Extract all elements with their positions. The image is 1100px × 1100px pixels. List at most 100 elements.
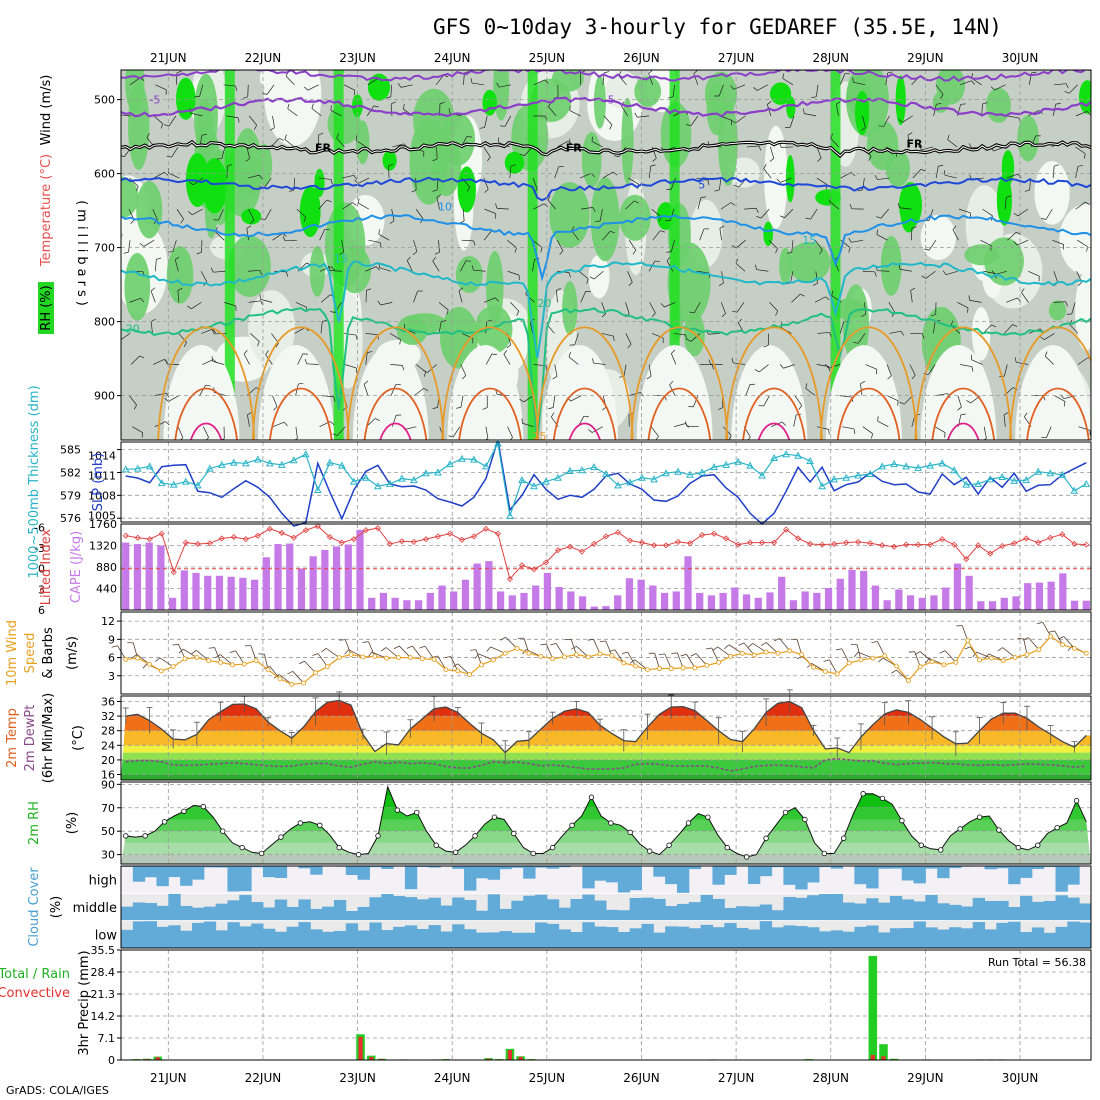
lifted-index-point bbox=[350, 536, 357, 543]
wind-barb-flag bbox=[589, 276, 595, 280]
lifted-index-point bbox=[206, 540, 213, 547]
wind-barb-flag bbox=[344, 649, 349, 655]
lifted-index-point bbox=[903, 541, 910, 548]
cloud-low-cell bbox=[464, 929, 477, 948]
wind-barb-flag bbox=[142, 663, 148, 669]
cloud-low-cell bbox=[913, 921, 926, 948]
wind-barb-flag bbox=[613, 155, 619, 158]
thickness-point bbox=[217, 460, 226, 468]
wind-barb bbox=[547, 199, 556, 210]
wind-speed-point bbox=[135, 655, 141, 661]
wind-barb-flag bbox=[156, 257, 162, 260]
wind-barb bbox=[1007, 231, 1017, 241]
wind-barb-flag bbox=[1040, 336, 1045, 340]
rh-moist-patch bbox=[787, 241, 831, 283]
wind-barb-flag bbox=[758, 404, 764, 407]
wind-barb bbox=[958, 208, 971, 214]
wind-speed-point bbox=[609, 653, 615, 659]
wind-barb bbox=[666, 260, 674, 272]
wind-barb bbox=[129, 297, 141, 303]
precip-convective-bar bbox=[486, 1058, 491, 1060]
wind-speed-point bbox=[230, 662, 235, 668]
rh-plume bbox=[527, 70, 538, 440]
wind-barb bbox=[743, 642, 755, 656]
wind-speed-point bbox=[751, 652, 757, 658]
dry-dome bbox=[825, 345, 902, 440]
cloud-middle-cell bbox=[286, 906, 299, 921]
cloud-low-cell bbox=[712, 927, 725, 948]
cloud-middle-cell bbox=[854, 903, 867, 921]
wind-barb bbox=[696, 270, 709, 274]
wind-barb bbox=[371, 651, 387, 659]
wind-barb bbox=[627, 177, 639, 185]
wind-speed-point bbox=[822, 669, 828, 674]
cloud-middle-cell bbox=[369, 897, 382, 921]
cloud-middle-cell bbox=[582, 894, 595, 921]
wind-barb bbox=[1053, 301, 1066, 303]
cloud-low-cell bbox=[558, 929, 572, 948]
cloud-high-cell bbox=[688, 866, 702, 870]
wind-barb-flag bbox=[519, 153, 525, 157]
wind-barb bbox=[1054, 630, 1063, 645]
lifted-index-point bbox=[783, 526, 790, 533]
wind-barb bbox=[757, 84, 768, 91]
wind-barb-flag bbox=[755, 208, 759, 213]
wind-barb-flag bbox=[362, 641, 369, 643]
wind-barb bbox=[601, 333, 614, 337]
chart-title: GFS 0~10day 3-hourly for GEDAREF (35.5E,… bbox=[433, 15, 1002, 39]
wind-barb bbox=[928, 364, 936, 375]
axis-label: (%) bbox=[65, 812, 80, 835]
rh-saturated-patch bbox=[457, 166, 476, 213]
thickness-point bbox=[265, 459, 274, 467]
cloud-middle-cell bbox=[818, 894, 832, 921]
cloud-low-cell bbox=[700, 924, 713, 948]
rh-point bbox=[530, 850, 536, 857]
wind-barb-flag bbox=[235, 85, 238, 91]
wind-barb bbox=[717, 646, 731, 657]
wind-barb-flag bbox=[950, 320, 954, 326]
wind-barb-flag bbox=[1083, 153, 1086, 159]
wind-barb bbox=[570, 639, 577, 655]
wind-barb-flag bbox=[685, 334, 688, 340]
wind-barb bbox=[555, 643, 565, 658]
cape-bar bbox=[180, 570, 188, 610]
wind-barb bbox=[921, 146, 934, 151]
cloud-low-cell bbox=[239, 926, 252, 948]
wind-barb bbox=[796, 639, 803, 655]
wind-barb-flag bbox=[1086, 111, 1091, 116]
wind-barb bbox=[250, 645, 257, 661]
cloud-middle-cell bbox=[535, 894, 548, 921]
wind-barb-flag bbox=[668, 96, 674, 99]
cape-bar bbox=[391, 597, 399, 610]
lifted-index-point bbox=[686, 540, 694, 547]
wind-barb bbox=[603, 115, 613, 126]
wind-barb bbox=[841, 648, 850, 664]
wind-barb bbox=[503, 354, 511, 365]
rh-point bbox=[472, 833, 478, 839]
rh-moist-patch bbox=[964, 244, 999, 266]
rh-dry-pocket bbox=[1034, 160, 1070, 225]
wind-barb bbox=[504, 115, 512, 127]
wind-speed-point bbox=[894, 663, 899, 669]
wind-barb-flag bbox=[196, 251, 202, 255]
y-tick-label: 28.4 bbox=[91, 966, 116, 979]
cape-bar bbox=[906, 595, 915, 610]
cloud-middle-cell bbox=[736, 906, 749, 921]
lifted-index-point bbox=[963, 556, 970, 563]
cloud-high-cell bbox=[464, 866, 477, 891]
dry-dome bbox=[541, 345, 618, 440]
wind-barb-flag bbox=[800, 293, 805, 297]
thickness-point bbox=[650, 475, 658, 483]
wind-barb-flag bbox=[448, 108, 450, 114]
cloud-middle-cell bbox=[191, 907, 205, 921]
wind-speed-point bbox=[1036, 647, 1042, 653]
wind-barb-flag bbox=[760, 642, 767, 646]
wind-barb bbox=[174, 259, 179, 272]
wind-barb bbox=[436, 197, 440, 210]
cloud-high-cell bbox=[795, 866, 808, 890]
wind-barb bbox=[708, 333, 721, 335]
cape-bar bbox=[204, 575, 212, 610]
axis-label: Wind (m/s) bbox=[39, 75, 54, 146]
cloud-middle-cell bbox=[404, 897, 418, 921]
